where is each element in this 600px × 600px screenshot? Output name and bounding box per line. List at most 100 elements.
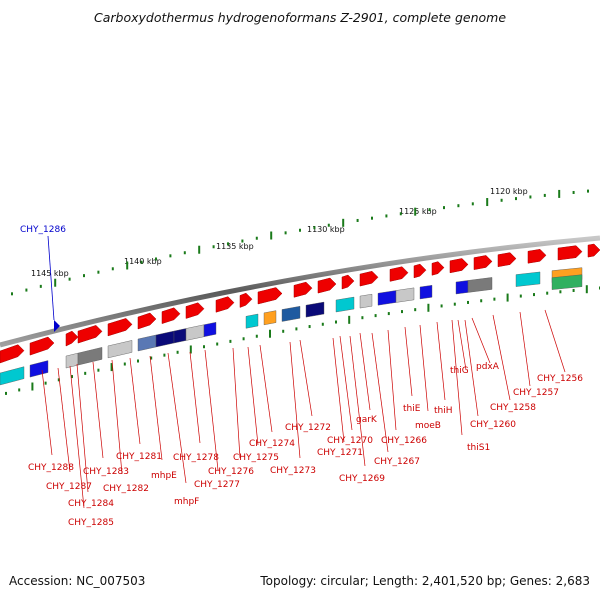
lower-tick bbox=[361, 316, 364, 320]
feature-block bbox=[0, 366, 25, 386]
leader-line bbox=[204, 349, 219, 471]
gene-arrow bbox=[0, 344, 25, 364]
lower-tick bbox=[176, 350, 179, 354]
gene-arrow bbox=[587, 243, 600, 258]
gene-label[interactable]: CHY_1274 bbox=[249, 439, 295, 449]
gene-label[interactable]: CHY_1270 bbox=[327, 436, 373, 446]
feature-block bbox=[245, 313, 259, 329]
feature-block bbox=[305, 301, 325, 318]
ruler-tick bbox=[500, 198, 503, 202]
gene-label[interactable]: CHY_1284 bbox=[68, 499, 114, 509]
feature-block bbox=[455, 280, 469, 295]
lower-tick bbox=[453, 302, 456, 306]
gene-label[interactable]: CHY_1288 bbox=[28, 463, 74, 473]
gene-label[interactable]: thiH bbox=[434, 406, 453, 416]
forward-strand-genes bbox=[0, 243, 600, 364]
gene-arrow bbox=[293, 281, 313, 298]
gene-label[interactable]: CHY_1283 bbox=[83, 467, 129, 477]
gene-label[interactable]: garK bbox=[356, 415, 378, 425]
gene-label[interactable]: CHY_1266 bbox=[381, 436, 427, 446]
gene-label[interactable]: thiE bbox=[403, 404, 421, 414]
ruler-tick bbox=[183, 251, 186, 255]
ruler-tick bbox=[428, 208, 431, 212]
gene-label[interactable]: CHY_1260 bbox=[470, 420, 516, 430]
leader-line bbox=[519, 311, 531, 387]
gene-label[interactable]: CHY_1287 bbox=[46, 482, 92, 492]
gene-arrow bbox=[107, 318, 133, 337]
gene-label[interactable]: moeB bbox=[415, 421, 441, 431]
leader-line bbox=[41, 369, 53, 456]
gene-label[interactable]: CHY_1285 bbox=[68, 518, 114, 528]
ruler-tick bbox=[443, 206, 445, 210]
gene-label[interactable]: mhpE bbox=[151, 471, 177, 481]
lower-tick bbox=[427, 303, 430, 312]
gene-label[interactable]: CHY_1267 bbox=[374, 457, 420, 467]
gene-arrow bbox=[389, 266, 409, 282]
lower-tick bbox=[401, 310, 403, 314]
ruler-tick bbox=[558, 189, 561, 198]
highlight-gene-label[interactable]: CHY_1286 bbox=[20, 225, 66, 235]
gene-label[interactable]: CHY_1275 bbox=[233, 453, 279, 463]
ruler-tick bbox=[385, 214, 388, 218]
leader-line bbox=[349, 335, 366, 467]
gene-label[interactable]: CHY_1272 bbox=[285, 423, 331, 433]
leader-line bbox=[232, 347, 241, 459]
feature-block bbox=[281, 306, 301, 322]
gene-label[interactable]: thiG bbox=[450, 366, 469, 376]
gene-label[interactable]: pdxA bbox=[476, 362, 500, 372]
lower-tick bbox=[559, 290, 562, 294]
ruler-tick bbox=[471, 202, 474, 206]
leader-line bbox=[111, 359, 123, 475]
gene-label[interactable]: CHY_1281 bbox=[116, 452, 162, 462]
leader-line bbox=[371, 332, 389, 453]
leader-line bbox=[92, 361, 104, 459]
feature-block bbox=[173, 328, 187, 344]
lower-tick bbox=[255, 334, 258, 338]
gene-label[interactable]: mhpF bbox=[174, 497, 199, 507]
gene-label[interactable]: CHY_1278 bbox=[173, 453, 219, 463]
gene-label[interactable]: CHY_1257 bbox=[513, 388, 559, 398]
leader-line bbox=[57, 367, 71, 473]
ruler-label-1140: 1140 kbp bbox=[124, 257, 162, 266]
ruler-tick bbox=[111, 267, 114, 271]
ruler-tick bbox=[255, 236, 258, 240]
ruler-tick bbox=[399, 212, 402, 216]
ruler-tick bbox=[587, 189, 589, 193]
ruler-tick bbox=[227, 242, 229, 246]
map-title: Carboxydothermus hydrogenoformans Z-2901… bbox=[93, 10, 507, 25]
ruler-tick bbox=[327, 223, 330, 227]
gene-label[interactable]: CHY_1269 bbox=[339, 474, 385, 484]
ruler-ticks bbox=[11, 189, 589, 296]
lower-tick bbox=[374, 314, 377, 318]
gene-label[interactable]: CHY_1276 bbox=[208, 467, 254, 477]
feature-block bbox=[137, 334, 157, 352]
lower-tick bbox=[585, 285, 588, 294]
leader-line bbox=[332, 337, 345, 443]
feature-block bbox=[467, 277, 493, 293]
ruler-tick bbox=[284, 231, 287, 235]
ruler-tick bbox=[356, 218, 359, 222]
lower-tick bbox=[18, 388, 21, 392]
lower-tick bbox=[440, 304, 443, 308]
gene-label[interactable]: thiS1 bbox=[467, 443, 490, 453]
ruler-label-1120: 1120 kbp bbox=[490, 187, 528, 196]
accession-text: Accession: NC_007503 bbox=[9, 574, 146, 588]
gene-label[interactable]: CHY_1273 bbox=[270, 466, 316, 476]
feature-block bbox=[77, 347, 103, 366]
leader-line bbox=[289, 341, 301, 459]
gene-label[interactable]: CHY_1277 bbox=[194, 480, 240, 490]
gene-label[interactable]: CHY_1256 bbox=[537, 374, 583, 384]
gene-arrow bbox=[65, 330, 79, 347]
leader-line bbox=[387, 329, 397, 431]
leader-line bbox=[492, 314, 511, 401]
gene-label[interactable]: CHY_1282 bbox=[103, 484, 149, 494]
ruler-tick bbox=[169, 254, 172, 258]
feature-block bbox=[65, 352, 79, 369]
leader-line bbox=[436, 321, 446, 401]
lower-tick bbox=[387, 312, 390, 316]
leader-line bbox=[464, 319, 479, 417]
feature-block bbox=[107, 340, 133, 359]
feature-block bbox=[395, 287, 415, 303]
gene-label[interactable]: CHY_1258 bbox=[490, 403, 536, 413]
gene-label[interactable]: CHY_1271 bbox=[317, 448, 363, 458]
